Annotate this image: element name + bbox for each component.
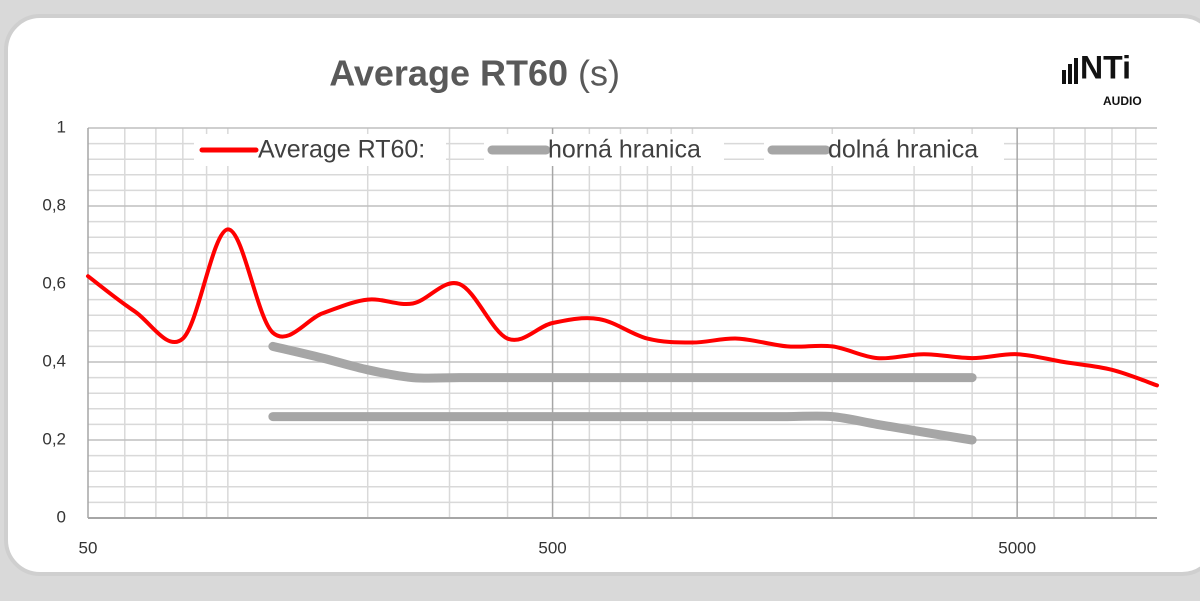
logo-text: NTi (1080, 49, 1131, 85)
series-line (268, 341, 977, 383)
series-line (268, 411, 977, 445)
y-tick-label: 0,2 (42, 429, 66, 448)
x-tick-label: 5000 (998, 538, 1036, 557)
y-tick-label: 0,4 (42, 351, 66, 370)
y-tick-label: 0 (57, 507, 66, 526)
chart-title: Average RT60 (329, 53, 568, 94)
y-tick-label: 0,6 (42, 273, 66, 292)
logo-bar (1068, 64, 1072, 84)
x-tick-label: 50 (79, 538, 98, 557)
chart-title-unit: (s) (578, 53, 620, 94)
logo-bar (1074, 58, 1078, 84)
series-line (86, 227, 1159, 388)
frame (4, 14, 1200, 576)
legend-label: Average RT60: (258, 136, 425, 164)
logo-sub: AUDIO (1103, 94, 1142, 108)
y-tick-label: 0,8 (42, 195, 66, 214)
logo-bar (1062, 70, 1066, 84)
y-tick-label: 1 (57, 117, 66, 136)
x-tick-label: 500 (538, 538, 566, 557)
legend-label: horná hranica (548, 136, 701, 164)
logo: NTi AUDIO (1062, 49, 1142, 108)
legend-label: dolná hranica (828, 136, 978, 164)
